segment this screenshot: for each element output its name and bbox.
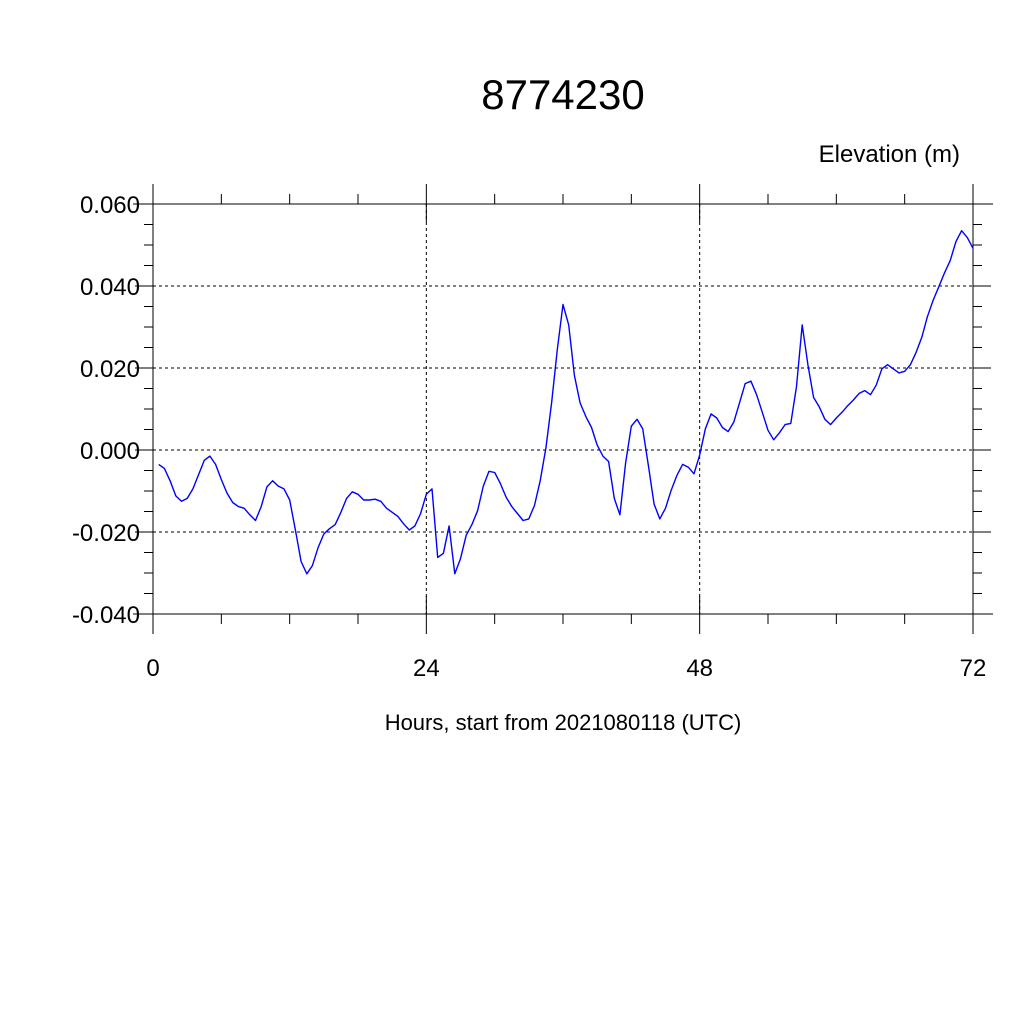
axis-ticks <box>135 184 991 634</box>
x-tick-label: 72 <box>960 655 987 682</box>
y-tick-label: 0.060 <box>80 192 140 219</box>
series-layer <box>158 229 974 575</box>
plot-frame <box>133 184 993 634</box>
x-tick-label: 24 <box>413 655 440 682</box>
chart-title: 8774230 <box>481 71 645 118</box>
y-axis-label: Elevation (m) <box>819 141 960 168</box>
x-tick-label: 0 <box>146 655 159 682</box>
y-tick-label: -0.040 <box>72 602 140 629</box>
series-line <box>158 229 974 575</box>
y-tick-label: 0.040 <box>80 274 140 301</box>
tick-labels: -0.040 -0.020 0.000 0.020 0.040 0.060 0 24 48 72 <box>72 192 986 682</box>
x-axis-label: Hours, start from 2021080118 (UTC) <box>385 710 742 735</box>
y-tick-label: -0.020 <box>72 520 140 547</box>
y-tick-label: 0.020 <box>80 356 140 383</box>
grid-lines <box>153 204 973 614</box>
x-tick-label: 48 <box>686 655 713 682</box>
y-tick-label: 0.000 <box>80 438 140 465</box>
